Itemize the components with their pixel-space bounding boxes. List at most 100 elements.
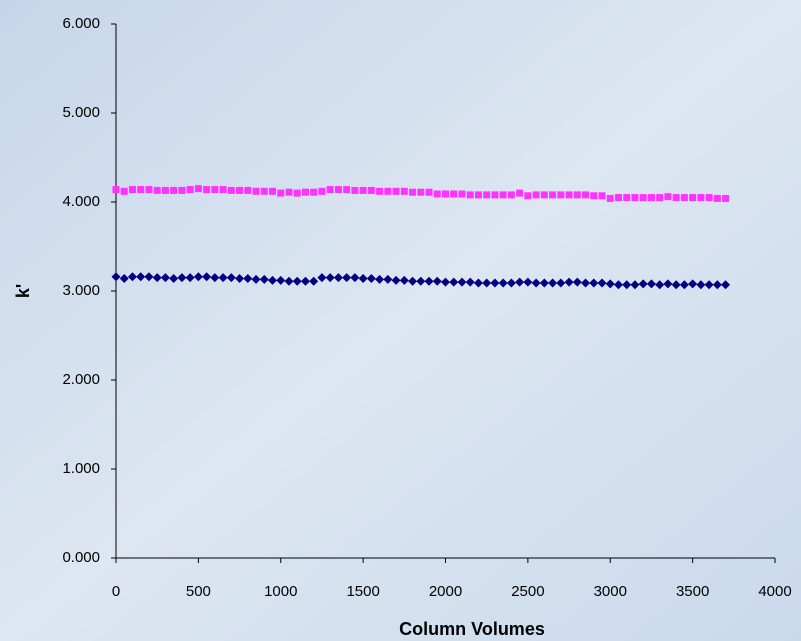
point xyxy=(638,279,648,289)
point xyxy=(647,194,655,202)
point xyxy=(598,192,606,200)
point xyxy=(515,277,525,287)
point xyxy=(178,186,186,194)
point xyxy=(704,280,714,290)
x-tick-label: 3000 xyxy=(594,583,627,600)
point xyxy=(186,186,194,194)
point xyxy=(384,187,392,195)
point xyxy=(193,272,203,282)
y-tick-label: 5.000 xyxy=(62,104,100,121)
point xyxy=(269,187,277,195)
point xyxy=(573,191,581,199)
point xyxy=(252,187,260,195)
y-tick-label: 6.000 xyxy=(62,15,100,32)
point xyxy=(549,191,557,199)
point xyxy=(450,190,458,198)
x-tick-label: 2500 xyxy=(511,583,544,600)
point xyxy=(292,276,302,286)
point xyxy=(399,275,409,285)
point xyxy=(236,186,244,194)
point xyxy=(606,194,614,202)
point xyxy=(127,272,137,282)
point xyxy=(284,276,294,286)
point xyxy=(597,278,607,288)
point xyxy=(697,194,705,202)
point xyxy=(689,194,697,202)
point xyxy=(507,191,515,199)
point xyxy=(243,274,253,284)
point xyxy=(613,280,623,290)
point xyxy=(120,187,128,195)
point xyxy=(442,190,449,198)
point xyxy=(194,185,202,193)
point xyxy=(300,276,310,286)
point xyxy=(343,186,351,194)
point xyxy=(358,274,368,284)
point xyxy=(391,275,401,285)
point xyxy=(630,280,640,290)
point xyxy=(688,279,698,289)
point xyxy=(119,274,129,284)
point xyxy=(622,280,632,290)
y-tick-label: 2.000 xyxy=(62,371,100,388)
point xyxy=(457,277,467,287)
point xyxy=(351,186,359,194)
point xyxy=(400,187,408,195)
point xyxy=(466,191,474,199)
point xyxy=(128,186,136,194)
point xyxy=(498,278,508,288)
point xyxy=(564,277,574,287)
point xyxy=(301,188,309,196)
point xyxy=(449,277,459,287)
point xyxy=(572,277,582,287)
point xyxy=(160,273,170,283)
point xyxy=(211,186,219,194)
point xyxy=(152,273,162,283)
point xyxy=(473,278,483,288)
x-tick-label: 500 xyxy=(186,583,211,600)
point xyxy=(226,273,236,283)
point xyxy=(259,274,269,284)
point xyxy=(639,194,647,202)
point xyxy=(424,276,434,286)
point xyxy=(491,191,499,199)
point xyxy=(334,186,342,194)
point xyxy=(582,191,590,199)
point xyxy=(310,188,318,196)
point xyxy=(557,191,565,199)
y-tick-label: 4.000 xyxy=(62,193,100,210)
x-tick-label: 4000 xyxy=(758,583,791,600)
point xyxy=(656,194,664,202)
point xyxy=(646,279,656,289)
point xyxy=(145,186,153,194)
point xyxy=(333,273,343,283)
point xyxy=(112,186,120,194)
point xyxy=(177,273,187,283)
point xyxy=(482,278,492,288)
y-tick-label: 1.000 xyxy=(62,460,100,477)
point xyxy=(161,186,169,194)
point xyxy=(696,280,706,290)
point xyxy=(712,280,722,290)
point xyxy=(425,188,433,196)
point xyxy=(713,194,721,202)
y-tick-label: 3.000 xyxy=(62,282,100,299)
point xyxy=(260,187,268,195)
point xyxy=(251,274,261,284)
point xyxy=(458,190,466,198)
point xyxy=(219,186,227,194)
point xyxy=(623,194,631,202)
point xyxy=(524,192,532,200)
point xyxy=(244,186,252,194)
point xyxy=(375,274,385,284)
point xyxy=(359,186,367,194)
point xyxy=(539,278,549,288)
y-axis-title: k' xyxy=(13,284,33,298)
point xyxy=(202,272,212,282)
point xyxy=(499,191,507,199)
point xyxy=(326,186,334,194)
point xyxy=(433,190,441,198)
point xyxy=(721,280,731,290)
